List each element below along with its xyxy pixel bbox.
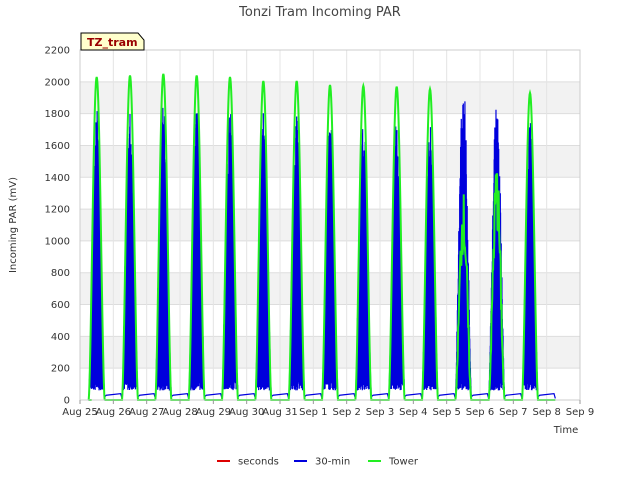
y-tick-label: 600 [51, 300, 70, 311]
x-tick-label: Aug 25 [62, 407, 97, 418]
chart-title: Tonzi Tram Incoming PAR [238, 5, 401, 20]
plot-band [80, 50, 580, 82]
x-tick-label: Aug 27 [129, 407, 164, 418]
y-axis-title: Incoming PAR (mV) [8, 177, 19, 273]
badge-box [80, 32, 145, 51]
x-tick-label: Sep 1 [299, 407, 327, 418]
x-tick-label: Sep 5 [432, 407, 460, 418]
badge-label: TZ_tram [87, 36, 138, 49]
legend-label-seconds: seconds [238, 457, 279, 468]
x-tick-label: Aug 31 [262, 407, 297, 418]
y-tick-label: 2000 [45, 77, 70, 88]
x-tick-label: Sep 4 [399, 407, 427, 418]
y-tick-label: 200 [51, 364, 70, 375]
x-tick-label: Sep 2 [332, 407, 360, 418]
x-tick-label: Aug 28 [162, 407, 197, 418]
y-tick-label: 800 [51, 268, 70, 279]
x-tick-label: Sep 7 [499, 407, 527, 418]
x-tick-label: Aug 26 [96, 407, 131, 418]
y-axis: 0 200 400 600 800 1000 1200 1400 1600 1800 2000 220… [45, 46, 70, 407]
x-tick-label: Sep 8 [532, 407, 560, 418]
x-tick-label: Sep 6 [466, 407, 494, 418]
y-tick-label: 1400 [45, 173, 70, 184]
x-tick-label: Aug 30 [229, 407, 264, 418]
site-badge: TZ_tram [80, 32, 145, 51]
y-tick-label: 1000 [45, 236, 70, 247]
y-tick-label: 1600 [45, 141, 70, 152]
y-tick-label: 400 [51, 332, 70, 343]
legend: seconds 30-min Tower [217, 457, 419, 468]
x-tick-label: Sep 3 [366, 407, 394, 418]
legend-label-30-min: 30-min [315, 457, 350, 468]
x-tick-label: Aug 29 [196, 407, 231, 418]
y-tick-label: 2200 [45, 46, 70, 57]
legend-label-tower: Tower [388, 457, 419, 468]
y-tick-label: 1200 [45, 205, 70, 216]
y-tick-label: 0 [64, 396, 70, 407]
y-tick-label: 1800 [45, 109, 70, 120]
x-tick-label: Sep 9 [566, 407, 594, 418]
plot-frame [79, 49, 581, 401]
x-axis-title: Time [553, 425, 578, 436]
